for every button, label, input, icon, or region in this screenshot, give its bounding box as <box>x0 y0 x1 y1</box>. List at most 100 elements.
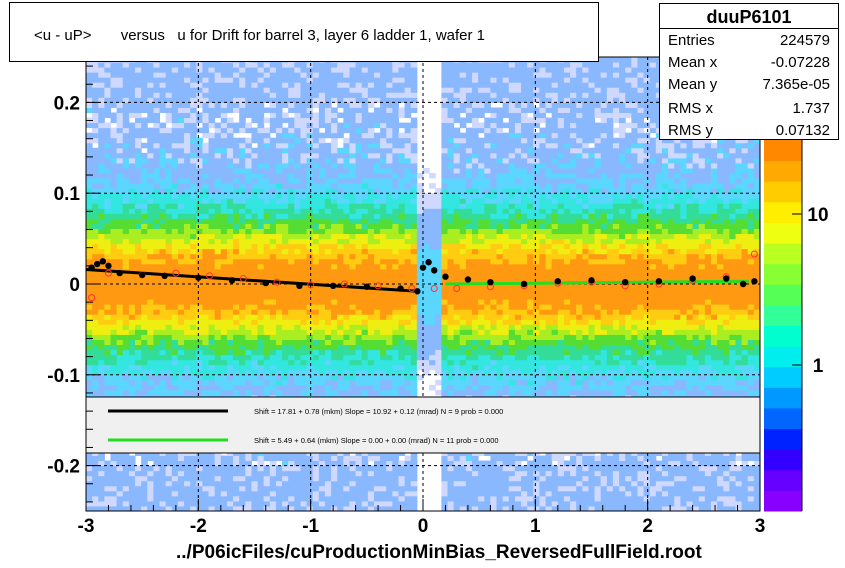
heatmap-cell <box>177 132 185 139</box>
heatmap-cell <box>122 364 130 371</box>
heatmap-cell <box>294 309 301 315</box>
heatmap-cell <box>312 77 320 83</box>
heatmap-cell <box>472 132 479 139</box>
heatmap-cell <box>269 384 277 391</box>
heatmap-cell <box>404 354 412 361</box>
heatmap-cell <box>104 329 112 335</box>
heatmap-cell <box>177 233 185 240</box>
heatmap-cell <box>478 213 485 219</box>
heatmap-cell <box>104 324 112 330</box>
heatmap-cell <box>294 278 301 285</box>
heatmap-cell <box>275 82 283 88</box>
heatmap-cell <box>392 349 399 356</box>
heatmap-cell <box>214 122 222 129</box>
heatmap-cell <box>116 304 124 310</box>
heatmap-cell <box>324 167 332 174</box>
heatmap-cell <box>441 248 449 255</box>
heatmap-cell <box>306 470 314 477</box>
heatmap-cell <box>361 465 369 472</box>
heatmap-cell <box>300 248 308 255</box>
heatmap-cell <box>288 213 295 219</box>
heatmap-cell <box>226 329 234 335</box>
heatmap-cell <box>337 339 344 346</box>
heatmap-cell <box>177 344 185 351</box>
heatmap-cell <box>459 62 467 68</box>
heatmap-cell <box>128 198 136 204</box>
heatmap-cell <box>202 72 210 78</box>
heatmap-cell <box>135 359 142 366</box>
heatmap-cell <box>380 218 387 224</box>
heatmap-cell <box>410 137 418 144</box>
heatmap-cell <box>288 465 295 472</box>
heatmap-cell <box>447 289 455 295</box>
heatmap-cell <box>288 284 295 290</box>
heatmap-cell <box>165 173 173 179</box>
heatmap-cell <box>472 349 479 356</box>
heatmap-cell <box>202 505 210 512</box>
heatmap-cell <box>367 505 375 512</box>
heatmap-cell <box>86 188 93 194</box>
heatmap-cell <box>294 248 301 255</box>
heatmap-cell <box>435 389 442 396</box>
heatmap-cell <box>465 67 473 73</box>
heatmap-cell <box>324 228 332 235</box>
heatmap-cell <box>269 465 277 472</box>
heatmap-cell <box>214 299 222 305</box>
heatmap-cell <box>472 157 479 164</box>
heatmap-cell <box>447 374 455 381</box>
heatmap-cell <box>275 349 283 356</box>
heatmap-cell <box>435 319 442 325</box>
heatmap-cell <box>282 228 289 235</box>
heatmap-cell <box>343 173 350 179</box>
heatmap-cell <box>104 294 112 300</box>
heatmap-cell <box>367 304 375 310</box>
heatmap-cell <box>324 374 332 381</box>
heatmap-cell <box>398 273 406 280</box>
heatmap-cell <box>435 243 442 250</box>
heatmap-cell <box>153 339 161 346</box>
heatmap-cell <box>282 334 289 340</box>
heatmap-cell <box>177 480 185 487</box>
heatmap-cell <box>208 334 216 340</box>
heatmap-cell <box>300 273 308 280</box>
heatmap-cell <box>300 500 308 507</box>
heatmap-cell <box>116 102 124 108</box>
heatmap-cell <box>404 480 412 487</box>
heatmap-cell <box>300 147 308 154</box>
heatmap-cell <box>220 389 228 396</box>
heatmap-cell <box>386 475 393 482</box>
heatmap-cell <box>165 112 173 119</box>
heatmap-cell <box>239 465 246 472</box>
heatmap-cell <box>147 319 154 325</box>
heatmap-cell <box>294 359 301 366</box>
heatmap-cell <box>373 62 381 68</box>
heatmap-cell <box>453 369 461 376</box>
heatmap-cell <box>349 142 357 149</box>
heatmap-cell <box>116 162 124 169</box>
heatmap-cell <box>135 107 142 113</box>
heatmap-cell <box>361 97 369 103</box>
heatmap-cell <box>135 162 142 169</box>
heatmap-cell <box>373 218 381 224</box>
heatmap-cell <box>214 137 222 144</box>
heatmap-cell <box>208 349 216 356</box>
heatmap-cell <box>361 127 369 134</box>
heatmap-cell <box>92 349 99 356</box>
heatmap-cell <box>441 263 449 270</box>
heatmap-cell <box>337 147 344 154</box>
heatmap-cell <box>441 228 449 235</box>
heatmap-cell <box>416 218 424 224</box>
heatmap-cell <box>159 173 167 179</box>
heatmap-cell <box>447 147 455 154</box>
heatmap-cell <box>398 243 406 250</box>
heatmap-cell <box>165 248 173 255</box>
heatmap-cell <box>104 475 112 482</box>
heatmap-cell <box>337 87 344 93</box>
heatmap-cell <box>324 178 332 184</box>
heatmap-cell <box>294 152 301 159</box>
heatmap-cell <box>324 243 332 250</box>
heatmap-cell <box>86 167 93 174</box>
heatmap-cell <box>135 294 142 300</box>
heatmap-cell <box>233 273 240 280</box>
heatmap-cell <box>435 233 442 240</box>
